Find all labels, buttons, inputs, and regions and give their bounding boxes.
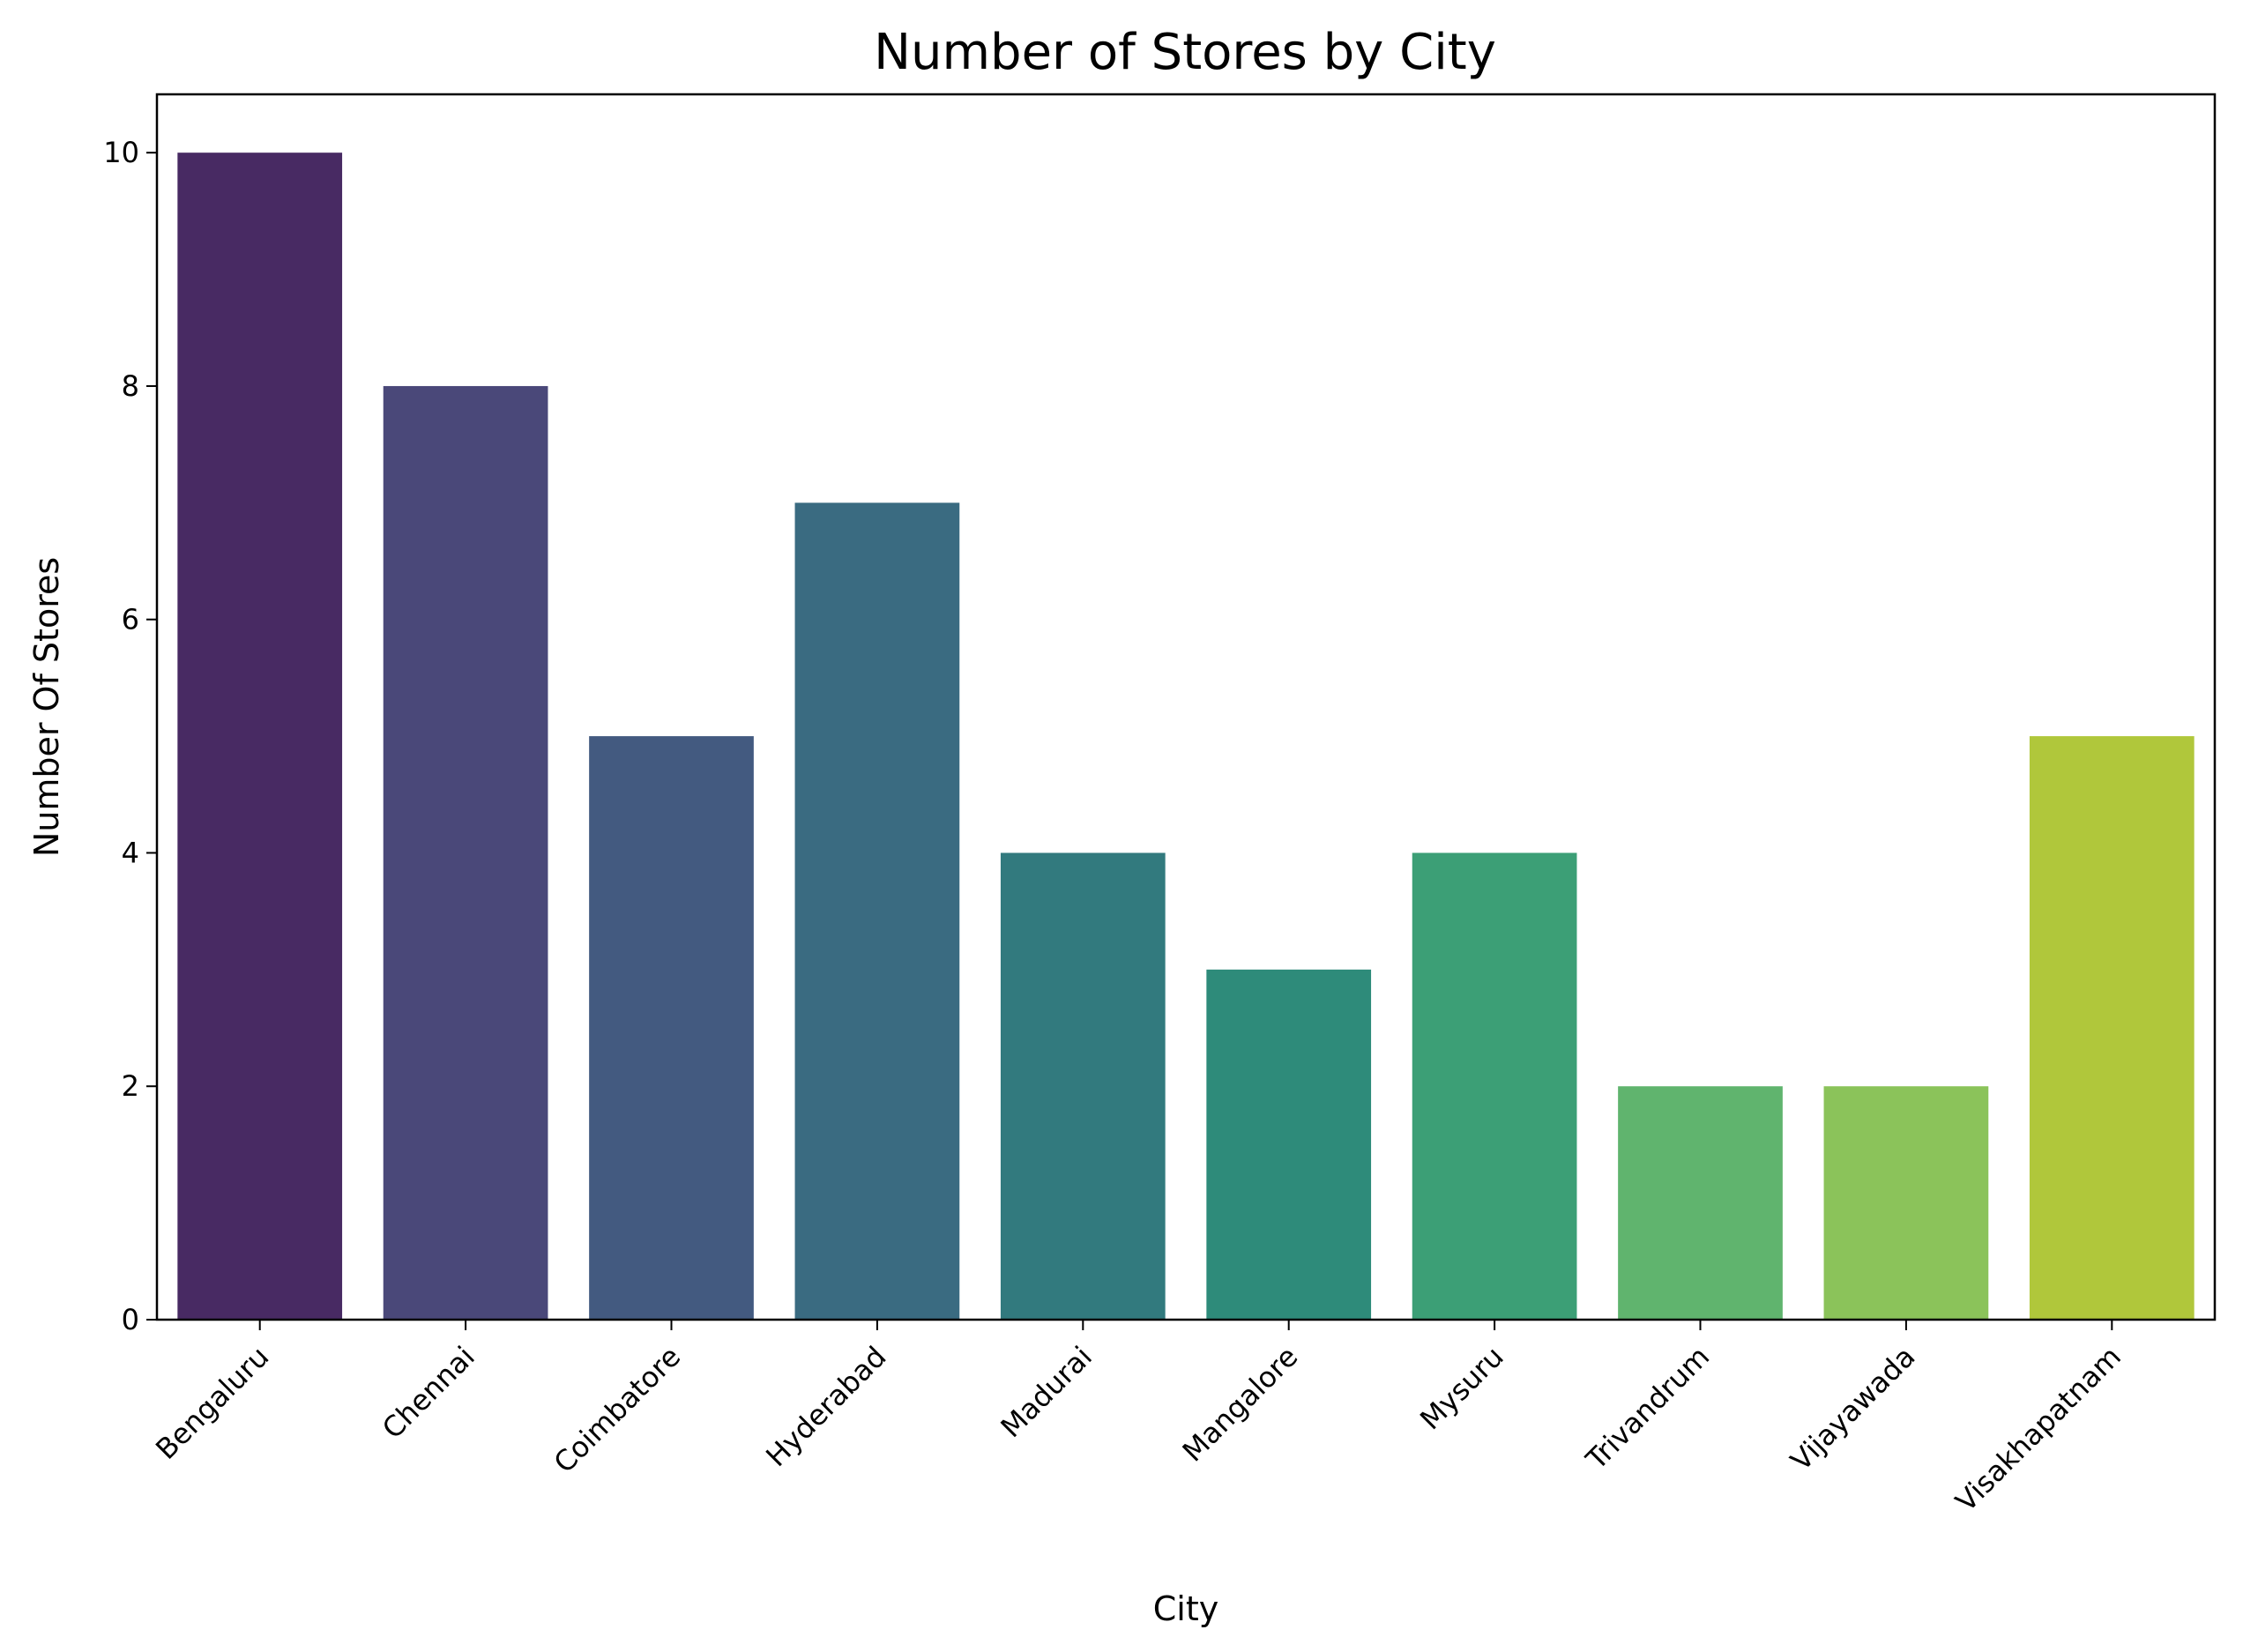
bar-mysuru xyxy=(1412,852,1577,1320)
bar-mangalore xyxy=(1206,969,1372,1320)
y-axis-label: Number Of Stores xyxy=(27,557,66,857)
y-tick-label: 4 xyxy=(122,836,139,869)
bar-vijayawada xyxy=(1823,1086,1989,1320)
chart-title: Number of Stores by City xyxy=(874,24,1496,81)
x-axis-label: City xyxy=(1153,1589,1218,1628)
y-tick-label: 8 xyxy=(122,369,139,403)
bar-visakhapatnam xyxy=(2029,736,2195,1320)
y-tick-label: 6 xyxy=(122,603,139,636)
bar-chennai xyxy=(383,385,548,1320)
plot-frame xyxy=(155,93,2217,1321)
y-tick-label: 10 xyxy=(103,136,139,169)
y-axis-ticks: 0 2 4 6 8 10 xyxy=(103,136,157,1336)
bar-madurai xyxy=(1000,852,1166,1320)
bars-layer xyxy=(177,153,2195,1321)
bar-hyderabad xyxy=(794,502,960,1320)
y-tick-label: 2 xyxy=(122,1069,139,1103)
bar-bengaluru xyxy=(177,153,343,1321)
bar-coimbatore xyxy=(589,736,754,1320)
y-tick-label: 0 xyxy=(122,1303,139,1336)
bar-trivandrum xyxy=(1618,1086,1783,1320)
